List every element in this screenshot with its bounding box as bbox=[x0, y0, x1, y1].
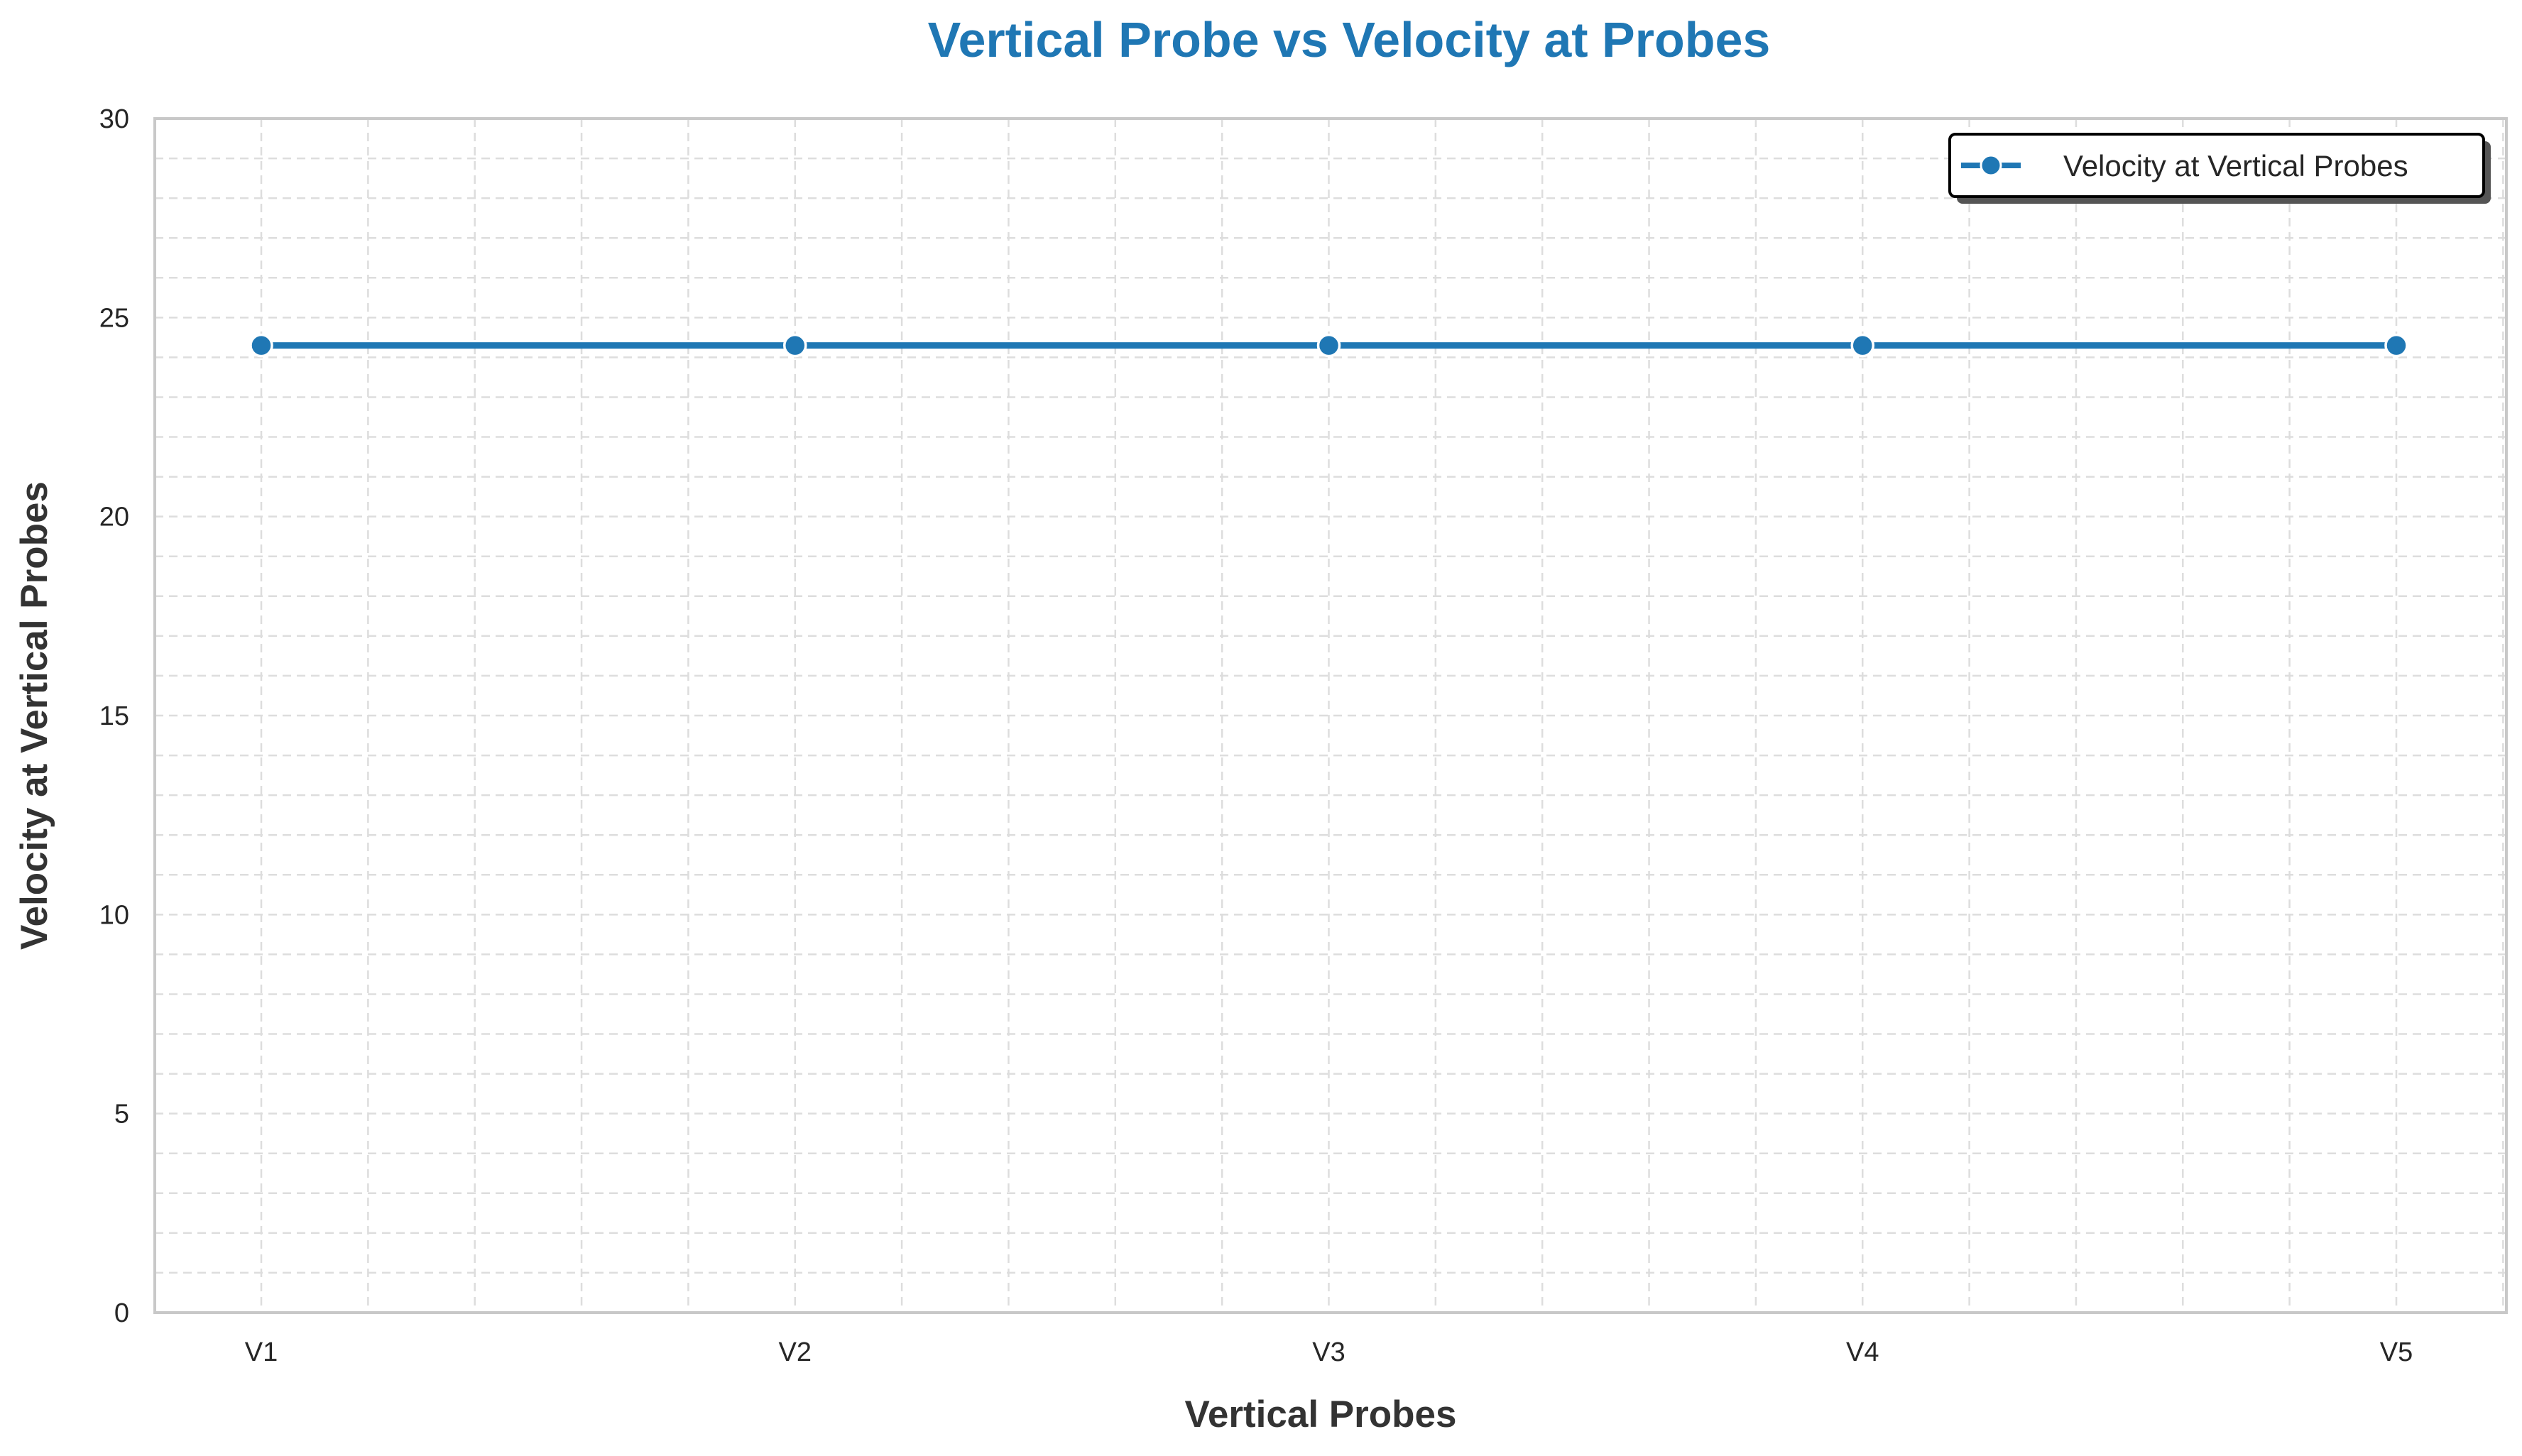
legend-marker-sample bbox=[1980, 154, 2002, 177]
data-point bbox=[249, 333, 273, 358]
legend-label: Velocity at Vertical Probes bbox=[2063, 149, 2408, 182]
plot-area-frame bbox=[153, 117, 2508, 1314]
x-axis-ticks: V1 V2 V3 V4 V5 bbox=[245, 1337, 2413, 1367]
y-axis-ticks: 0 5 10 15 20 25 30 bbox=[99, 104, 129, 1328]
x-tick-label: V5 bbox=[2380, 1337, 2413, 1367]
chart-title: Vertical Probe vs Velocity at Probes bbox=[928, 12, 1771, 67]
y-tick-label: 25 bbox=[99, 303, 129, 333]
x-axis-label: Vertical Probes bbox=[1185, 1394, 1457, 1435]
data-point bbox=[1316, 333, 1341, 358]
x-tick-label: V3 bbox=[1312, 1337, 1345, 1367]
x-tick-label: V4 bbox=[1846, 1337, 1879, 1367]
data-point bbox=[1850, 333, 1874, 358]
y-tick-label: 30 bbox=[99, 104, 129, 134]
y-tick-label: 10 bbox=[99, 900, 129, 930]
x-tick-label: V1 bbox=[245, 1337, 278, 1367]
y-tick-label: 15 bbox=[99, 701, 129, 731]
y-axis-label: Velocity at Vertical Probes bbox=[13, 481, 55, 950]
data-point bbox=[783, 333, 807, 358]
legend: Velocity at Vertical Probes bbox=[1948, 133, 2491, 204]
legend-box bbox=[1948, 133, 2485, 198]
series-layer bbox=[249, 333, 2408, 358]
grid-lines bbox=[155, 119, 2506, 1313]
y-tick-label: 20 bbox=[99, 503, 129, 532]
x-tick-label: V2 bbox=[779, 1337, 812, 1367]
data-point bbox=[2384, 333, 2408, 358]
y-tick-label: 0 bbox=[114, 1298, 129, 1328]
y-tick-label: 5 bbox=[114, 1100, 129, 1129]
